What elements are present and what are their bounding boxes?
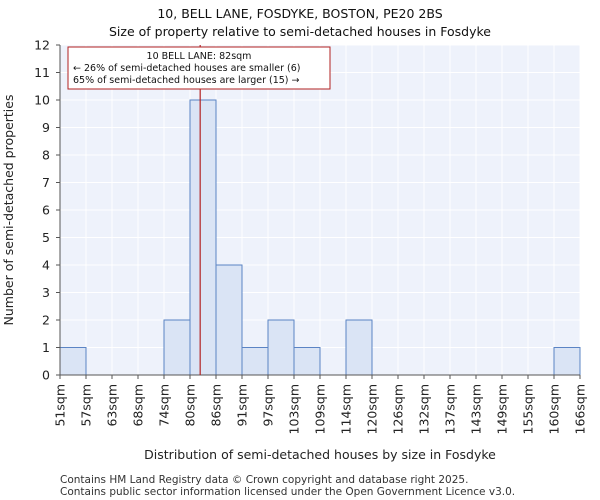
x-tick-label: 132sqm (417, 384, 432, 434)
annotation-box (67, 46, 331, 90)
annotation-larger: 65% of semi-detached houses are larger (… (73, 75, 300, 86)
x-tick-label: 103sqm (287, 384, 302, 434)
x-tick-label: 143sqm (469, 384, 484, 434)
x-tick-label: 155sqm (521, 384, 536, 434)
histogram-bar (553, 347, 581, 376)
y-axis-label: Number of semi-detached properties (1, 95, 16, 326)
x-tick-label: 126sqm (391, 384, 406, 434)
y-tick-label: 11 (34, 65, 50, 80)
y-tick-label: 7 (42, 175, 50, 190)
histogram-bar (267, 319, 295, 376)
x-axis-label: Distribution of semi-detached houses by … (144, 447, 496, 462)
y-tick-label: 0 (42, 368, 50, 383)
x-tick-label: 114sqm (339, 384, 354, 434)
x-tick-label: 74sqm (157, 384, 172, 427)
x-tick-label: 51sqm (53, 384, 68, 427)
histogram-bar (59, 347, 87, 376)
x-tick-label: 166sqm (573, 384, 588, 434)
chart-title-subtitle: Size of property relative to semi-detach… (109, 24, 491, 39)
x-tick-label: 86sqm (209, 384, 224, 427)
histogram-bar (189, 99, 217, 376)
histogram-bar (241, 347, 269, 376)
y-tick-label: 2 (42, 313, 50, 328)
y-tick-label: 1 (42, 340, 50, 355)
x-tick-label: 160sqm (547, 384, 562, 434)
footer-copyright: Contains HM Land Registry data © Crown c… (60, 474, 469, 486)
y-tick-label: 6 (42, 203, 50, 218)
chart-title-address: 10, BELL LANE, FOSDYKE, BOSTON, PE20 2BS (157, 6, 443, 21)
x-tick-label: 63sqm (105, 384, 120, 427)
y-tick-label: 5 (42, 230, 50, 245)
y-tick-label: 12 (34, 38, 50, 53)
x-tick-label: 80sqm (183, 384, 198, 427)
annotation-title: 10 BELL LANE: 82sqm (147, 51, 252, 62)
y-tick-label: 4 (42, 258, 50, 273)
y-tick-label: 10 (34, 93, 50, 108)
y-tick-label: 3 (42, 285, 50, 300)
x-tick-label: 149sqm (495, 384, 510, 434)
histogram-bar (163, 319, 191, 376)
x-tick-label: 120sqm (365, 384, 380, 434)
histogram-bar (293, 347, 321, 376)
footer-licence: Contains public sector information licen… (60, 486, 516, 498)
y-tick-label: 9 (42, 120, 50, 135)
x-tick-label: 68sqm (131, 384, 146, 427)
x-tick-label: 97sqm (261, 384, 276, 427)
histogram-bar (215, 264, 243, 376)
x-tick-label: 137sqm (443, 384, 458, 434)
x-tick-label: 57sqm (79, 384, 94, 427)
x-tick-label: 109sqm (313, 384, 328, 434)
y-tick-label: 8 (42, 148, 50, 163)
histogram-bar (345, 319, 373, 376)
x-tick-label: 91sqm (235, 384, 250, 427)
annotation-smaller: ← 26% of semi-detached houses are smalle… (73, 63, 301, 74)
